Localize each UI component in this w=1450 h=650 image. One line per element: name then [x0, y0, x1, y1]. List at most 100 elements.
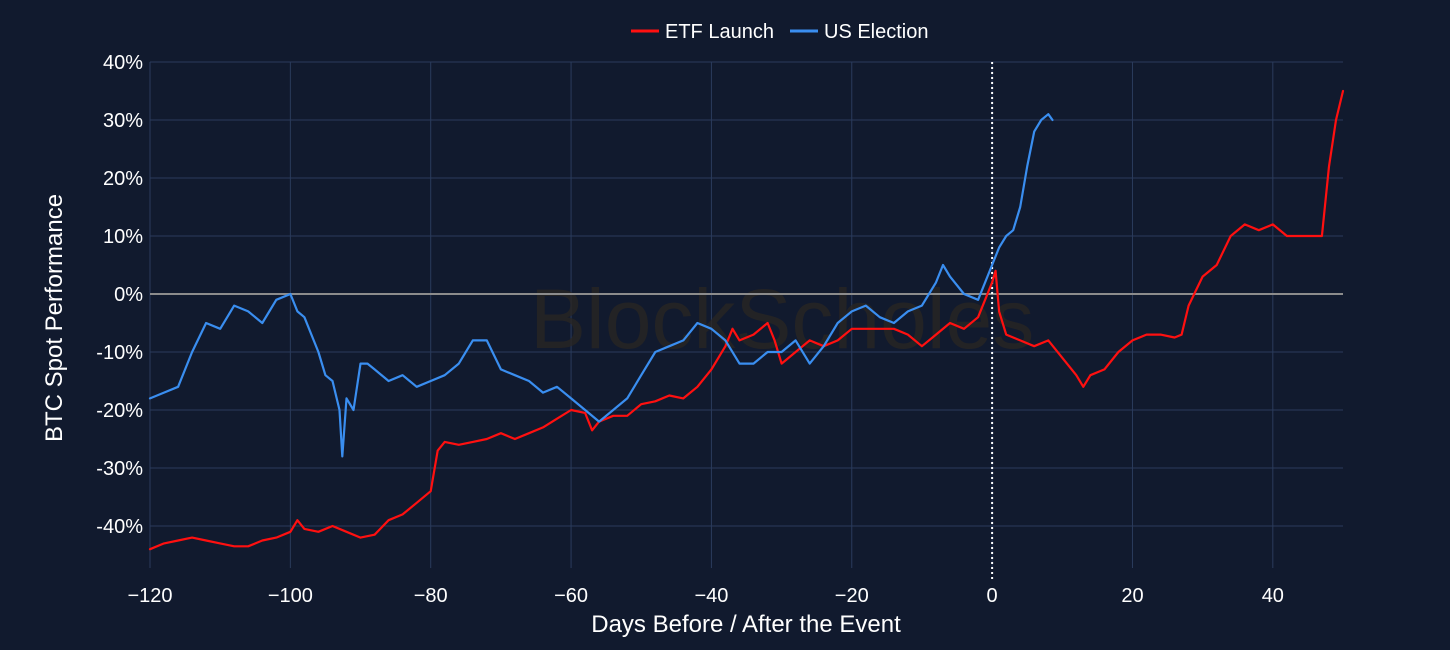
- etf-launch-point: [696, 386, 699, 388]
- etf-launch-point: [570, 409, 572, 411]
- etf-launch-point: [767, 322, 769, 324]
- etf-launch-point: [331, 525, 334, 527]
- us-election-point: [949, 276, 951, 278]
- axes: −120 −100 −80 −60 −40 −20 0 20 40 40% 30% 20% 10% 0% -…: [96, 52, 1343, 607]
- etf-launch-point: [809, 339, 811, 341]
- us-election-point: [261, 322, 263, 324]
- etf-launch-point: [1314, 235, 1316, 237]
- us-election-point: [345, 397, 348, 399]
- us-election-point: [998, 247, 1000, 249]
- us-election-point: [837, 322, 839, 324]
- us-election-point: [233, 305, 235, 307]
- etf-launch-point: [921, 345, 923, 347]
- etf-launch-point: [710, 368, 713, 370]
- us-election-point: [149, 397, 151, 399]
- etf-launch-point: [205, 539, 207, 542]
- us-election-point: [752, 363, 755, 365]
- etf-launch-point: [374, 534, 376, 536]
- us-election-point: [851, 310, 853, 312]
- us-election-point: [416, 386, 418, 388]
- y-tick-label: -30%: [96, 458, 143, 480]
- us-election-point: [317, 351, 319, 353]
- us-election-point: [296, 310, 298, 312]
- us-election-point: [795, 339, 797, 341]
- etf-launch-point: [416, 502, 418, 504]
- us-election-point: [310, 334, 312, 336]
- us-election-point: [472, 339, 474, 341]
- y-tick-label: 0%: [114, 284, 143, 306]
- etf-launch-point: [998, 310, 1000, 312]
- etf-launch-point: [1159, 334, 1162, 336]
- etf-launch-point: [1230, 235, 1232, 237]
- us-election-point: [654, 351, 656, 353]
- legend-item-us-election[interactable]: US Election: [790, 21, 929, 43]
- etf-launch-point: [1286, 235, 1288, 237]
- etf-launch-point: [444, 441, 446, 443]
- us-election-series-line: [148, 113, 1054, 458]
- etf-launch-point: [612, 415, 614, 417]
- us-election-point: [486, 339, 488, 341]
- us-election-point: [430, 380, 432, 382]
- us-election-point: [177, 386, 179, 388]
- us-election-point: [823, 345, 825, 347]
- us-election-point: [205, 322, 207, 324]
- us-election-point: [303, 316, 305, 318]
- etf-launch-point: [1258, 229, 1260, 231]
- etf-launch-point: [584, 412, 586, 414]
- etf-launch-point: [640, 403, 642, 405]
- us-election-point: [935, 281, 937, 283]
- y-tick-label: 30%: [103, 110, 143, 132]
- y-tick-label: -40%: [96, 516, 143, 538]
- legend[interactable]: ETF Launch US Election: [631, 21, 929, 43]
- us-election-point: [1047, 113, 1049, 115]
- etf-launch-point: [1061, 357, 1063, 359]
- us-election-point: [1033, 131, 1035, 133]
- us-election-point: [1012, 229, 1014, 231]
- etf-launch-point: [949, 322, 951, 324]
- us-election-point: [402, 374, 404, 376]
- us-election-point: [324, 374, 326, 376]
- x-tick-label: −80: [414, 585, 448, 607]
- etf-launch-point: [682, 397, 684, 399]
- us-election-point: [963, 293, 965, 295]
- etf-launch-point: [345, 531, 348, 533]
- us-election-point: [556, 386, 558, 388]
- x-axis-title: Days Before / After the Event: [591, 611, 901, 638]
- us-election-point: [247, 310, 249, 312]
- etf-launch-point: [233, 545, 235, 547]
- etf-launch-point: [724, 345, 727, 347]
- x-tick-label: 40: [1262, 585, 1284, 607]
- us-election-point: [331, 380, 334, 382]
- series-lines: [148, 89, 1345, 551]
- us-election-point: [374, 368, 376, 370]
- etf-launch-point: [1082, 386, 1084, 388]
- etf-launch-point: [654, 400, 656, 402]
- etf-launch-point: [1342, 90, 1344, 92]
- etf-launch-point: [430, 490, 432, 492]
- x-tick-label: 0: [987, 585, 998, 607]
- us-election-point: [977, 299, 979, 301]
- legend-item-etf-launch[interactable]: ETF Launch: [631, 21, 774, 43]
- us-election-point: [738, 363, 741, 365]
- etf-launch-point: [219, 542, 221, 545]
- us-election-point: [1005, 235, 1007, 237]
- us-election-point: [1026, 165, 1028, 167]
- us-election-point: [219, 328, 221, 330]
- etf-launch-point: [542, 426, 544, 428]
- etf-launch-point: [935, 334, 937, 336]
- etf-launch-point: [528, 432, 530, 434]
- x-tick-label: −120: [127, 585, 172, 607]
- etf-launch-point: [1019, 339, 1021, 341]
- etf-launch-point: [752, 334, 755, 336]
- etf-launch-point: [163, 542, 165, 545]
- us-election-point: [584, 409, 586, 411]
- etf-launch-point: [191, 537, 193, 539]
- legend-label: US Election: [824, 21, 929, 43]
- x-tick-label: −40: [694, 585, 728, 607]
- etf-launch-point: [1174, 336, 1176, 339]
- etf-launch-point: [359, 537, 362, 539]
- us-election-point: [865, 305, 867, 307]
- us-election-point: [500, 368, 502, 370]
- us-election-point: [1051, 119, 1054, 121]
- us-election-point: [682, 339, 684, 341]
